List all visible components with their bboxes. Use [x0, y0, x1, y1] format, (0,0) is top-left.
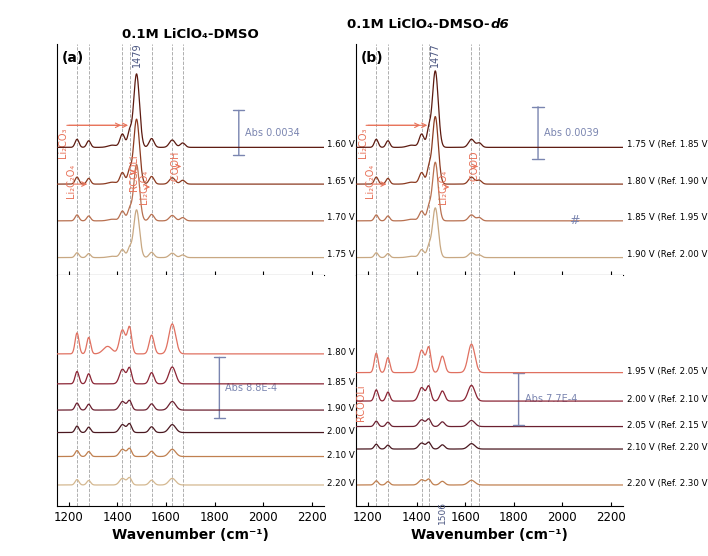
Text: ·COOD: ·COOD — [469, 150, 479, 183]
Text: 0.1M LiClO₄-DMSO-: 0.1M LiClO₄-DMSO- — [347, 18, 489, 31]
Text: Li₂C₂O₄: Li₂C₂O₄ — [438, 170, 448, 204]
Text: 1477: 1477 — [430, 42, 440, 67]
Text: 1.85 V (Ref. 1.95 V): 1.85 V (Ref. 1.95 V) — [328, 378, 411, 387]
Text: 1.75 V (Ref. 1.85 V): 1.75 V (Ref. 1.85 V) — [627, 140, 708, 149]
Text: 2.00 V (Ref. 2.10 V): 2.00 V (Ref. 2.10 V) — [627, 395, 708, 404]
Text: 1421: 1421 — [118, 271, 127, 294]
Text: Abs 8.8E-4: Abs 8.8E-4 — [225, 383, 278, 393]
Title: 0.1M LiClO₄-DMSO: 0.1M LiClO₄-DMSO — [122, 28, 258, 41]
Text: Abs 0.0039: Abs 0.0039 — [544, 128, 599, 138]
Text: 1.90 V (Ref. 2.00 V): 1.90 V (Ref. 2.00 V) — [328, 404, 411, 413]
Text: ·COOH: ·COOH — [170, 150, 180, 183]
Text: RCOOLi: RCOOLi — [129, 154, 139, 191]
Text: 1.75 V (Ref. 1.85 V): 1.75 V (Ref. 1.85 V) — [328, 250, 411, 259]
Text: d6: d6 — [490, 18, 509, 31]
Text: 1.95 V (Ref. 2.05 V): 1.95 V (Ref. 2.05 V) — [627, 366, 708, 376]
Text: Li₂C₂O₄: Li₂C₂O₄ — [139, 170, 149, 204]
Text: 1.80 V (Ref. 1.90 V): 1.80 V (Ref. 1.90 V) — [328, 348, 411, 357]
Text: Li₂C₂O₄: Li₂C₂O₄ — [67, 164, 76, 198]
X-axis label: Wavenumber (cm⁻¹): Wavenumber (cm⁻¹) — [112, 528, 268, 542]
Text: 1506: 1506 — [438, 502, 447, 524]
Text: 1234: 1234 — [372, 271, 381, 294]
Text: 2.10 V (Ref. 2.20 V): 2.10 V (Ref. 2.20 V) — [627, 443, 708, 452]
Text: Abs 7.7E-4: Abs 7.7E-4 — [525, 394, 577, 404]
Text: 2.20 V (Ref. 2.30 V): 2.20 V (Ref. 2.30 V) — [328, 479, 411, 488]
Text: 1.70 V (Ref. 1.80 V): 1.70 V (Ref. 1.80 V) — [328, 214, 411, 222]
Text: 1479: 1479 — [132, 42, 142, 67]
Text: Li₂CO₃: Li₂CO₃ — [358, 128, 367, 158]
Text: 1.65 V (Ref. 1.75 V): 1.65 V (Ref. 1.75 V) — [328, 177, 411, 186]
Text: 1.60 V (Ref. 1.70 V): 1.60 V (Ref. 1.70 V) — [328, 140, 411, 149]
Text: 2.10 V (Ref. 2.20 V): 2.10 V (Ref. 2.20 V) — [328, 450, 411, 459]
Text: Abs 0.0034: Abs 0.0034 — [245, 128, 299, 138]
Text: 1.90 V (Ref. 2.00 V): 1.90 V (Ref. 2.00 V) — [627, 250, 708, 259]
Text: 1626: 1626 — [467, 271, 476, 294]
Text: Li₂C₂O₄: Li₂C₂O₄ — [365, 164, 375, 198]
Text: 1421: 1421 — [417, 271, 426, 294]
Text: 1669: 1669 — [178, 271, 187, 294]
Text: Li₂CO₃: Li₂CO₃ — [59, 128, 69, 158]
Text: (a): (a) — [62, 51, 84, 66]
Text: 1.80 V (Ref. 1.90 V): 1.80 V (Ref. 1.90 V) — [627, 177, 708, 186]
Text: 2.00 V (Ref. 2.10 V): 2.00 V (Ref. 2.10 V) — [328, 426, 411, 435]
Text: 1234: 1234 — [72, 271, 81, 294]
Text: 1.85 V (Ref. 1.95 V): 1.85 V (Ref. 1.95 V) — [627, 214, 708, 222]
Text: (b): (b) — [361, 51, 384, 66]
Text: 1450: 1450 — [125, 271, 134, 294]
Text: RCOOLi: RCOOLi — [356, 384, 366, 421]
X-axis label: Wavenumber (cm⁻¹): Wavenumber (cm⁻¹) — [411, 528, 568, 542]
Text: 1450: 1450 — [424, 271, 433, 294]
Text: 1541: 1541 — [147, 271, 156, 294]
Text: 1626: 1626 — [168, 271, 177, 294]
Text: 1282: 1282 — [384, 271, 392, 294]
Text: 1658: 1658 — [475, 271, 484, 294]
Text: 1282: 1282 — [84, 271, 93, 294]
Text: 2.20 V (Ref. 2.30 V): 2.20 V (Ref. 2.30 V) — [627, 479, 708, 488]
Text: #: # — [569, 215, 580, 227]
Text: 2.05 V (Ref. 2.15 V): 2.05 V (Ref. 2.15 V) — [627, 420, 708, 430]
